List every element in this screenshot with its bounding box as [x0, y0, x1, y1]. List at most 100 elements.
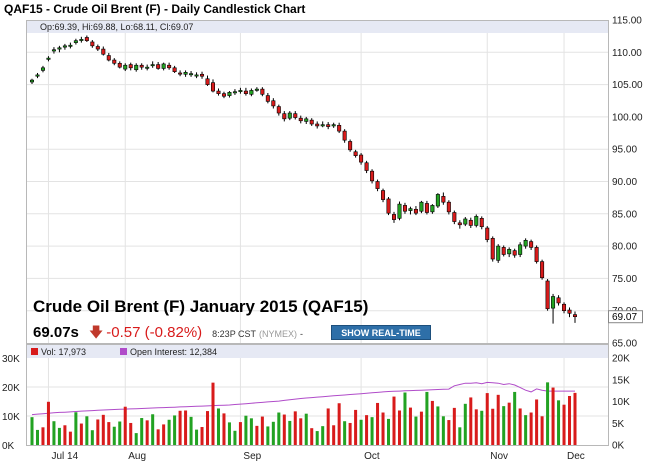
candle-body: [172, 67, 177, 72]
candle-body: [391, 214, 397, 220]
volume-bar: [96, 419, 100, 445]
candle: [117, 61, 122, 69]
volume-info-bar: [27, 345, 608, 358]
volume-bar: [392, 396, 396, 445]
open-interest-line: [31, 381, 575, 416]
candle-body: [73, 40, 78, 43]
volume-bar: [551, 387, 555, 445]
candle-body: [315, 123, 320, 127]
candle-body: [435, 194, 440, 207]
candle: [457, 220, 462, 229]
candle-body: [271, 100, 276, 107]
x-tick-label: Aug: [128, 451, 146, 462]
candle-body: [386, 198, 391, 214]
candle-body: [95, 46, 100, 50]
volume-bar: [354, 409, 358, 445]
volume-bar: [304, 413, 308, 445]
candle-body: [282, 113, 287, 120]
candle-body: [79, 39, 84, 41]
price-tick-label: 100.00: [612, 112, 643, 123]
volume-bar: [288, 420, 292, 445]
candle: [134, 63, 139, 72]
candle: [468, 217, 473, 229]
candle-body: [249, 90, 254, 95]
candle-body: [183, 72, 188, 75]
volume-bar: [529, 412, 533, 445]
volume-bar: [184, 410, 188, 445]
open-interest-tick-label: 5K: [612, 419, 625, 430]
volume-bar: [370, 417, 374, 445]
candle-body: [117, 62, 122, 68]
candle: [496, 244, 501, 263]
candle: [210, 79, 216, 93]
candle: [545, 279, 550, 311]
candle: [381, 188, 386, 203]
volume-bar: [129, 422, 133, 445]
candle-body: [40, 67, 45, 71]
candle-body: [232, 91, 237, 94]
volume-bar: [381, 412, 385, 445]
candle: [282, 111, 287, 122]
candle: [293, 111, 298, 120]
volume-panel-frame: [26, 344, 609, 446]
ohlc-info-bar: [27, 21, 608, 33]
candle-body: [375, 181, 380, 189]
volume-bar: [151, 414, 155, 445]
volume-bar: [430, 400, 434, 445]
candle-body: [364, 162, 369, 171]
candle: [260, 87, 265, 97]
chart-title: QAF15 - Crude Oil Brent (F) - Daily Cand…: [4, 2, 306, 16]
exchange-label: (NYMEX): [259, 329, 298, 339]
volume-bar: [222, 413, 226, 445]
volume-bar: [63, 425, 67, 445]
candle-body: [276, 106, 281, 114]
candle: [391, 211, 397, 223]
candle-body: [35, 74, 40, 77]
candle: [183, 70, 188, 77]
candle-body: [304, 118, 309, 122]
candle: [441, 192, 446, 205]
contract-name: Crude Oil Brent (F) January 2015 (QAF15): [33, 297, 369, 316]
show-real-time-button[interactable]: SHOW REAL-TIME: [331, 325, 431, 340]
candle: [342, 129, 347, 143]
candle-body: [430, 205, 435, 213]
ohlc-readout: Op:69.39, Hi:69.88, Lo:68.11, Cl:69.07: [40, 22, 193, 32]
quote-time: 8:23P CST: [212, 329, 257, 339]
candle: [46, 56, 51, 62]
candle-body: [161, 63, 166, 69]
candle: [512, 248, 517, 258]
candle-body: [551, 296, 556, 309]
candle: [534, 245, 539, 264]
volume-bar: [233, 430, 237, 445]
price-tick-label: 75.00: [612, 274, 637, 285]
candle-body: [287, 112, 292, 119]
candle-body: [419, 201, 424, 212]
candle: [35, 72, 40, 79]
candle: [375, 179, 380, 192]
candle: [408, 206, 413, 215]
candle-body: [298, 117, 303, 122]
candle: [567, 307, 572, 318]
volume-bar: [447, 420, 451, 445]
candle: [463, 217, 468, 227]
volume-bar: [211, 382, 215, 445]
volume-bar: [540, 416, 544, 445]
volume-bar: [282, 414, 286, 445]
candle: [540, 259, 545, 280]
candle-body: [293, 113, 298, 118]
volume-bar: [387, 418, 391, 445]
candle-body: [123, 64, 128, 70]
volume-bar: [260, 416, 264, 445]
candle-body: [353, 151, 358, 156]
candle: [490, 236, 495, 262]
candle-body: [139, 64, 144, 68]
candle-body: [29, 79, 35, 83]
candle-body: [189, 73, 194, 76]
candle-body: [413, 208, 418, 214]
volume-bar: [35, 429, 39, 445]
candle: [435, 193, 440, 208]
candle: [386, 197, 391, 216]
volume-bar: [112, 426, 116, 445]
candle-body: [359, 154, 364, 163]
candle: [172, 65, 177, 73]
